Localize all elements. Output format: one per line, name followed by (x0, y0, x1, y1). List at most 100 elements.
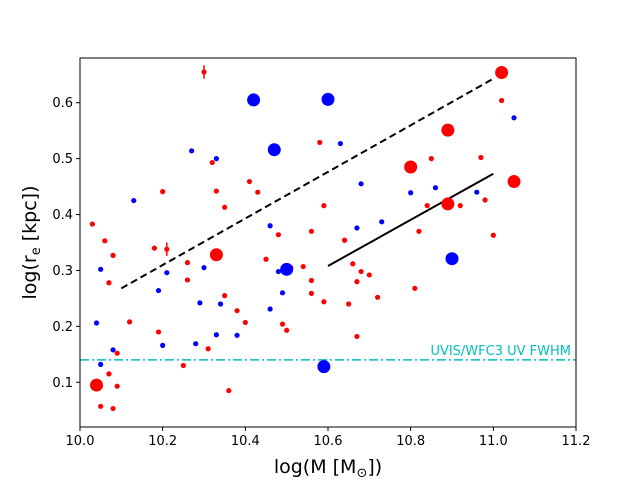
blue-point-small (275, 268, 281, 275)
blue-point-large (317, 360, 331, 374)
red-point-small (184, 277, 191, 283)
blue-point-large (247, 93, 261, 107)
blue-point-small (155, 287, 162, 294)
red-point-small (321, 203, 327, 209)
x-tick-label: 11.2 (562, 434, 591, 449)
blue-point-small (474, 189, 480, 195)
red-point-large (507, 175, 521, 189)
x-axis-label-subscript: ⊙ (356, 466, 367, 480)
x-axis-label-main: log(M [M (274, 456, 357, 478)
red-point-small (321, 299, 327, 305)
red-point-small (127, 319, 133, 325)
red-point-small (110, 252, 116, 258)
red-point-small (222, 204, 228, 210)
blue-point-small (279, 290, 286, 296)
blue-point-small (160, 342, 166, 348)
y-tick-label: 0.4 (52, 208, 73, 223)
red-point-small (114, 383, 120, 389)
blue-point-small (408, 190, 414, 196)
blue-point-small (432, 185, 439, 191)
red-point-small (184, 260, 191, 266)
y-tick-label: 0.1 (52, 376, 73, 391)
y-tick-label: 0.6 (52, 96, 73, 111)
red-point-small (499, 97, 505, 104)
red-point-small (213, 188, 219, 194)
red-point-small (490, 232, 496, 238)
axes-frame (79, 57, 577, 428)
red-point-large (441, 123, 455, 137)
red-point-small (416, 228, 422, 234)
red-point-small (366, 272, 372, 278)
red-point-large (209, 248, 223, 262)
x-tick-label: 10.8 (396, 434, 425, 449)
blue-point-small (511, 115, 517, 121)
red-point-small (114, 350, 120, 356)
blue-point-small (379, 219, 385, 225)
y-axis-label-main: log(r (19, 255, 41, 299)
blue-point-large (267, 143, 281, 157)
y-axis-label: log(re [kpc]) (19, 186, 44, 300)
red-point-small (275, 232, 281, 238)
red-point-small (308, 290, 315, 296)
x-tick-label: 10.0 (66, 434, 95, 449)
red-point-large (495, 66, 509, 80)
red-point-small (89, 221, 95, 227)
blue-point-large (321, 92, 335, 106)
red-point-small (234, 308, 240, 314)
blue-point-small (193, 341, 199, 347)
red-point-small (246, 178, 253, 185)
red-point-small (375, 294, 381, 300)
red-point-small (424, 203, 430, 209)
red-point-small (164, 246, 170, 252)
blue-point-small (358, 181, 364, 187)
red-point-small (98, 403, 104, 409)
red-point-small (155, 329, 162, 335)
blue-point-small (234, 332, 240, 338)
red-point-small (110, 405, 116, 412)
y-tick-label: 0.5 (52, 152, 73, 167)
blue-point-small (164, 270, 170, 276)
red-point-small (308, 228, 315, 234)
fit-line-dashed (120, 77, 494, 290)
red-point-small (457, 203, 463, 209)
blue-point-small (201, 265, 207, 271)
red-point-small (180, 362, 186, 369)
blue-point-small (337, 140, 343, 147)
red-point-small (478, 154, 484, 161)
red-point-small (358, 268, 364, 275)
red-point-small (284, 327, 290, 333)
axis-ticks: 10.0 10.2 10.4 10.6 10.8 11.0 11.2 0.1 0.2 0.3 0.4… (52, 96, 590, 449)
x-tick-label: 10.2 (148, 434, 177, 449)
red-point-small (209, 159, 215, 166)
red-point-small (341, 237, 348, 243)
red-point-small (242, 319, 248, 326)
y-axis-label-subscript: e (29, 247, 44, 255)
blue-point-small (131, 197, 137, 204)
red-point-small (300, 263, 306, 270)
red-point-small (354, 279, 360, 285)
y-tick-label: 0.3 (52, 264, 73, 279)
red-point-small (160, 189, 166, 195)
fwhm-annotation: UVIS/WFC3 UV FWHM (430, 344, 571, 359)
y-axis-label-end: [kpc]) (19, 186, 41, 248)
blue-point-small (98, 361, 104, 367)
blue-point-small (217, 301, 224, 307)
blue-point-small (98, 266, 104, 272)
red-point-large (404, 160, 418, 174)
x-tick-label: 11.0 (479, 434, 508, 449)
red-point-small (412, 285, 418, 291)
blue-point-small (213, 156, 219, 162)
data-layer (80, 65, 576, 412)
red-point-small (279, 321, 286, 327)
red-point-small (201, 69, 207, 75)
red-point-large (441, 197, 455, 211)
red-point-small (205, 346, 211, 352)
red-point-small (354, 333, 360, 340)
plot-area (80, 65, 576, 412)
blue-point-small (213, 332, 219, 338)
blue-point-small (110, 347, 116, 353)
x-axis-label: log(M [M⊙]) (274, 456, 382, 480)
fit-line-solid (327, 172, 494, 267)
blue-point-small (354, 225, 360, 231)
